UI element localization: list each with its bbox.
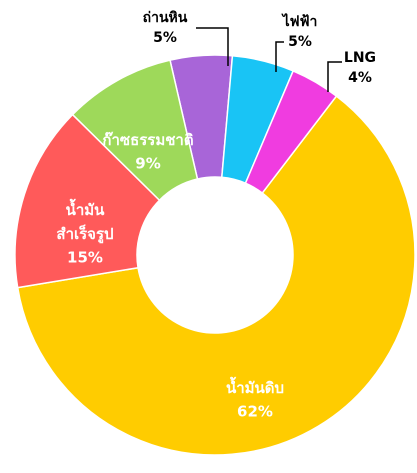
value-label: 4% <box>348 70 372 86</box>
category-label: น้ำมันดิบ <box>226 376 284 397</box>
category-line: ก๊าซธรรมชาติ <box>102 131 193 149</box>
value-label: 62% <box>237 403 273 421</box>
category-label: ก๊าซธรรมชาติ <box>102 131 193 149</box>
leader-line <box>196 27 229 66</box>
value-label: 5% <box>153 30 177 46</box>
donut-slice <box>14 113 161 289</box>
category-line: น้ำมัน <box>66 198 106 219</box>
donut-slice <box>16 95 416 456</box>
category-line: ถ่านหิน <box>143 10 188 26</box>
category-line: น้ำมันดิบ <box>226 376 284 397</box>
category-line: สำเร็จรูป <box>56 224 113 244</box>
category-line: LNG <box>344 50 376 66</box>
category-label: ถ่านหิน <box>143 10 188 26</box>
leader-line <box>327 61 342 92</box>
leader-line <box>275 41 284 72</box>
value-label: 5% <box>288 34 312 50</box>
donut-slice <box>71 59 199 202</box>
category-label: น้ำมันสำเร็จรูป <box>56 198 113 244</box>
category-line: ไฟฟ้า <box>281 12 318 30</box>
value-label: 9% <box>135 155 160 173</box>
category-label: ไฟฟ้า <box>281 12 318 30</box>
value-label: 15% <box>67 249 103 267</box>
category-label: LNG <box>344 50 376 66</box>
